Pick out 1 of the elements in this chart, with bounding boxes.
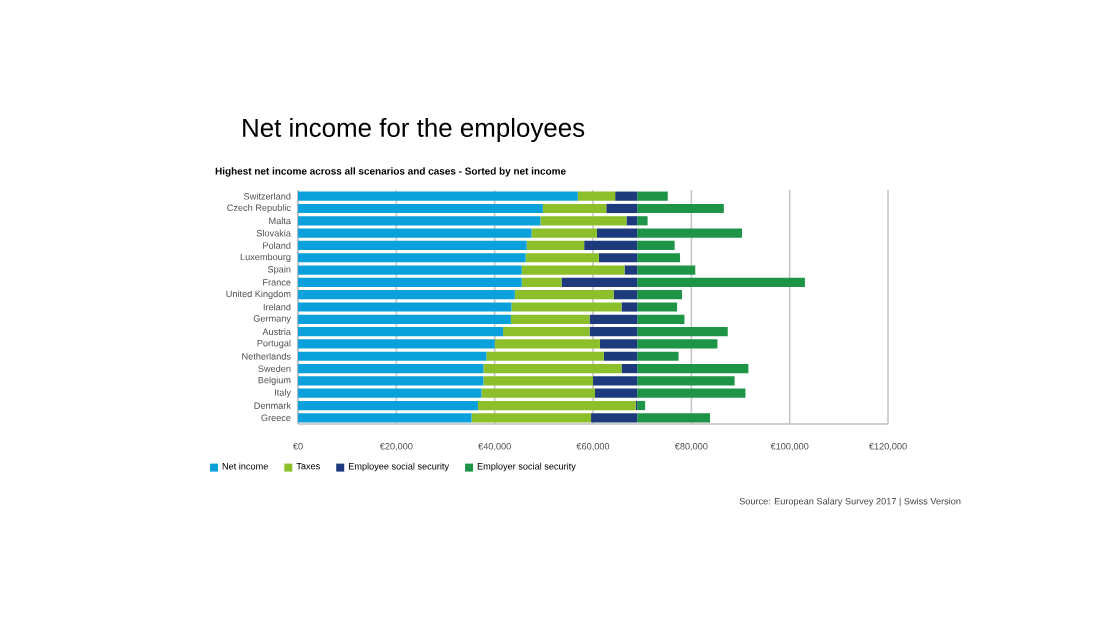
chart-title: Net income for the employees [243,117,585,143]
